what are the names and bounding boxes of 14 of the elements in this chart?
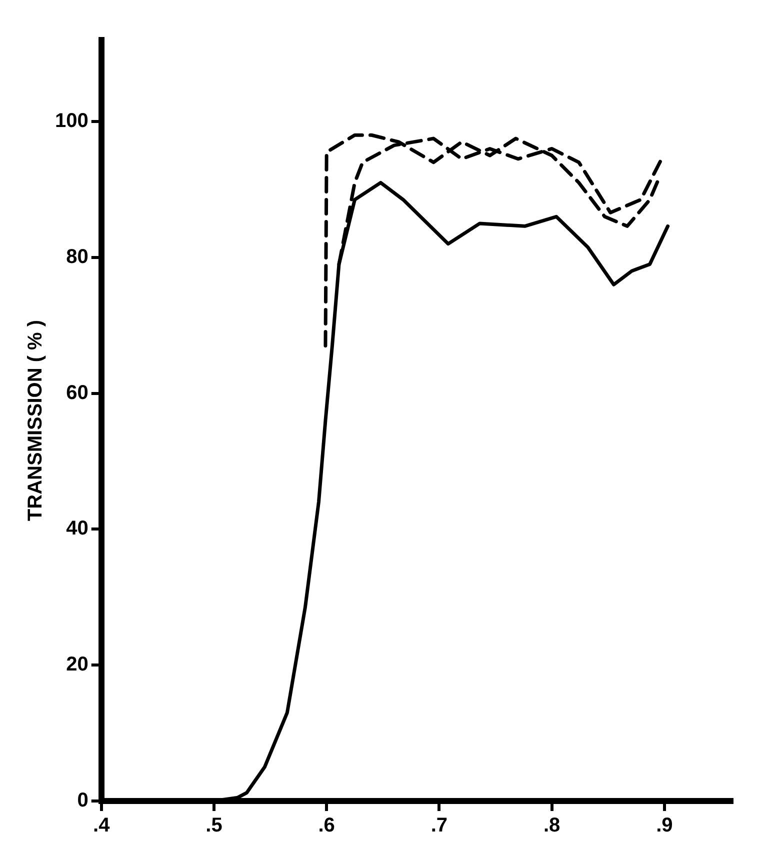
y-tick-label: 20 <box>66 654 88 676</box>
y-tick-label: 40 <box>66 518 88 540</box>
line-series <box>324 133 661 348</box>
x-tick-label: .6 <box>318 814 335 837</box>
x-tick-label: .7 <box>430 814 448 837</box>
y-axis-title: TRANSMISSION ( % ) <box>24 320 47 522</box>
y-tick-label: 60 <box>66 382 88 404</box>
x-tick-label: .4 <box>93 814 111 837</box>
x-tick-label: .5 <box>206 814 222 837</box>
y-tick-label: 100 <box>54 110 88 132</box>
x-tick-label: .9 <box>656 814 673 837</box>
x-tick-label: .8 <box>543 814 560 837</box>
y-tick-label: 0 <box>77 790 88 812</box>
y-tick-label: 80 <box>66 246 88 268</box>
